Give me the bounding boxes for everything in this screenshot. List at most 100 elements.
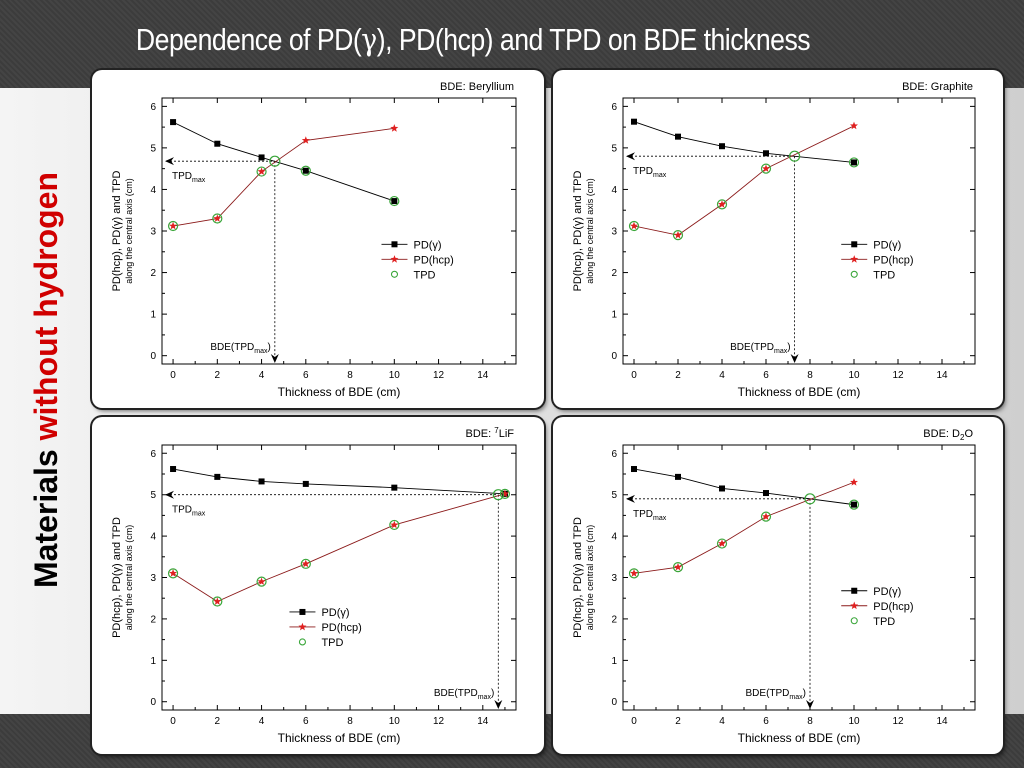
- bde-tpd-label-main: BDE(TPD: [746, 688, 790, 699]
- x-tick-label: 6: [303, 716, 309, 727]
- pd-gamma-point: [719, 143, 725, 150]
- y-tick-label: 2: [611, 268, 617, 279]
- chart-title: BDE: 7LiF: [466, 426, 515, 440]
- legend: PD(γ) PD(hcp) TPD: [841, 586, 914, 628]
- pd-hcp-point: [762, 512, 770, 521]
- chart-title-tail: O: [964, 428, 973, 440]
- tpd-max-arrow: [165, 490, 174, 499]
- chart-panel-d2o: BDE: D2O 0 2 4 6 8 10 12 14 0 1 2 3 4 5 6 Thickness of B…: [553, 417, 1003, 754]
- pd-hcp-point: [762, 164, 770, 173]
- bde-tpd-label-sub: max: [478, 694, 492, 701]
- legend-marker-circle: [298, 638, 306, 646]
- tpd-max-arrow: [626, 152, 635, 161]
- y-tick-label: 3: [611, 227, 617, 238]
- tpd-point: [269, 155, 281, 167]
- bde-tpd-arrow: [790, 354, 799, 363]
- tpd-max-label-sub: max: [653, 172, 667, 179]
- legend-marker-square: [851, 587, 858, 594]
- tpd-point: [672, 230, 684, 241]
- x-tick-label: 10: [848, 370, 860, 381]
- legend-label: TPD: [321, 637, 343, 649]
- legend-label: TPD: [873, 269, 895, 281]
- legend-label: TPD: [873, 616, 895, 628]
- legend-marker-star: [850, 255, 859, 263]
- tpd-max-label-main: TPD: [172, 505, 192, 516]
- y-tick-label: 6: [150, 449, 156, 460]
- chart-title-prefix: BDE:: [923, 428, 952, 440]
- tpd-max-arrow: [165, 157, 174, 166]
- x-tick-label: 10: [389, 370, 401, 381]
- tpd-point: [716, 199, 728, 210]
- y-tick-label: 3: [150, 227, 156, 238]
- pd-gamma-point: [391, 198, 398, 205]
- x-tick-label: 4: [719, 716, 725, 727]
- y-tick-label: 5: [611, 490, 617, 501]
- slide-title: Dependence of PD(γ), PD(hcp) and TPD on …: [135, 22, 811, 58]
- y-tick-label: 6: [150, 102, 156, 113]
- pd-gamma-point: [258, 478, 265, 485]
- y-axis-label-line2: along the central axis (cm): [585, 525, 595, 631]
- legend-label: PD(hcp): [873, 254, 913, 266]
- bde-tpd-arrow: [806, 700, 814, 709]
- pd-gamma-point: [763, 490, 769, 497]
- plot-frame: [161, 97, 517, 365]
- chart-title-main: D: [952, 428, 960, 440]
- legend-label: PD(γ): [873, 586, 901, 598]
- chart-title: BDE: Graphite: [902, 81, 973, 93]
- pd-gamma-point: [170, 119, 177, 126]
- pd-gamma-point: [719, 485, 725, 492]
- x-axis-label: Thickness of BDE (cm): [278, 731, 401, 745]
- bde-tpd-label-tail: ): [267, 342, 270, 353]
- tpd-max-arrow: [626, 494, 635, 503]
- pd-hcp-point: [630, 569, 638, 577]
- legend-label: PD(hcp): [413, 254, 453, 266]
- tpd-max-label-main: TPD: [633, 509, 653, 520]
- x-tick-label: 8: [807, 370, 813, 381]
- y-tick-label: 1: [611, 310, 617, 321]
- x-tick-label: 14: [477, 370, 489, 381]
- tpd-max-label-main: TPD: [633, 166, 653, 177]
- pd-gamma-point: [851, 159, 857, 166]
- pd-gamma-point: [214, 473, 221, 480]
- tpd-point: [760, 511, 772, 522]
- bde-tpd-label: BDE(TPDmax): [210, 342, 270, 355]
- tpd-point: [256, 576, 267, 587]
- pd-hcp-point: [674, 562, 682, 571]
- legend-marker-square: [299, 608, 306, 615]
- x-tick-label: 6: [763, 370, 769, 381]
- bde-tpd-label-sub: max: [774, 348, 788, 355]
- x-tick-label: 4: [259, 370, 265, 381]
- tpd-max-label: TPDmax: [633, 509, 667, 522]
- tpd-point: [804, 493, 816, 505]
- x-tick-label: 0: [170, 370, 176, 381]
- legend-label: PD(γ): [413, 239, 441, 251]
- side-label: Materials without hydrogen: [28, 168, 72, 588]
- y-axis-label: PD(hcp), PD(γ) and TPD: [111, 171, 123, 292]
- series-line-pd-hcp: [172, 127, 395, 227]
- pd-gamma-point: [302, 167, 309, 174]
- tpd-point: [499, 488, 511, 499]
- x-tick-label: 8: [347, 370, 353, 381]
- legend-marker-square: [851, 241, 858, 248]
- x-tick-label: 10: [848, 716, 860, 727]
- y-axis-label-line2: along the central axis (cm): [124, 178, 134, 284]
- legend-marker-circle: [850, 617, 858, 625]
- pd-hcp-point: [257, 577, 266, 586]
- tpd-point: [628, 220, 640, 232]
- y-tick-label: 4: [150, 185, 156, 196]
- pd-hcp-point: [301, 136, 310, 144]
- tpd-max-label: TPDmax: [172, 505, 206, 518]
- chart-panel-beryllium: BDE: Beryllium 0 2 4 6 8 10 12 14 0 1 2 3 4 5 6 Thicknes…: [92, 70, 544, 408]
- bde-tpd-label-main: BDE(TPD: [434, 688, 478, 699]
- x-tick-label: 4: [719, 370, 725, 381]
- pd-gamma-point: [763, 150, 769, 157]
- series-line-pd-hcp: [633, 125, 855, 236]
- x-tick-label: 10: [389, 716, 401, 727]
- bde-tpd-arrow: [270, 354, 279, 363]
- chart-title-main: Graphite: [931, 81, 973, 93]
- tpd-point: [628, 568, 640, 579]
- x-tick-label: 2: [675, 370, 681, 381]
- x-tick-label: 14: [936, 716, 948, 727]
